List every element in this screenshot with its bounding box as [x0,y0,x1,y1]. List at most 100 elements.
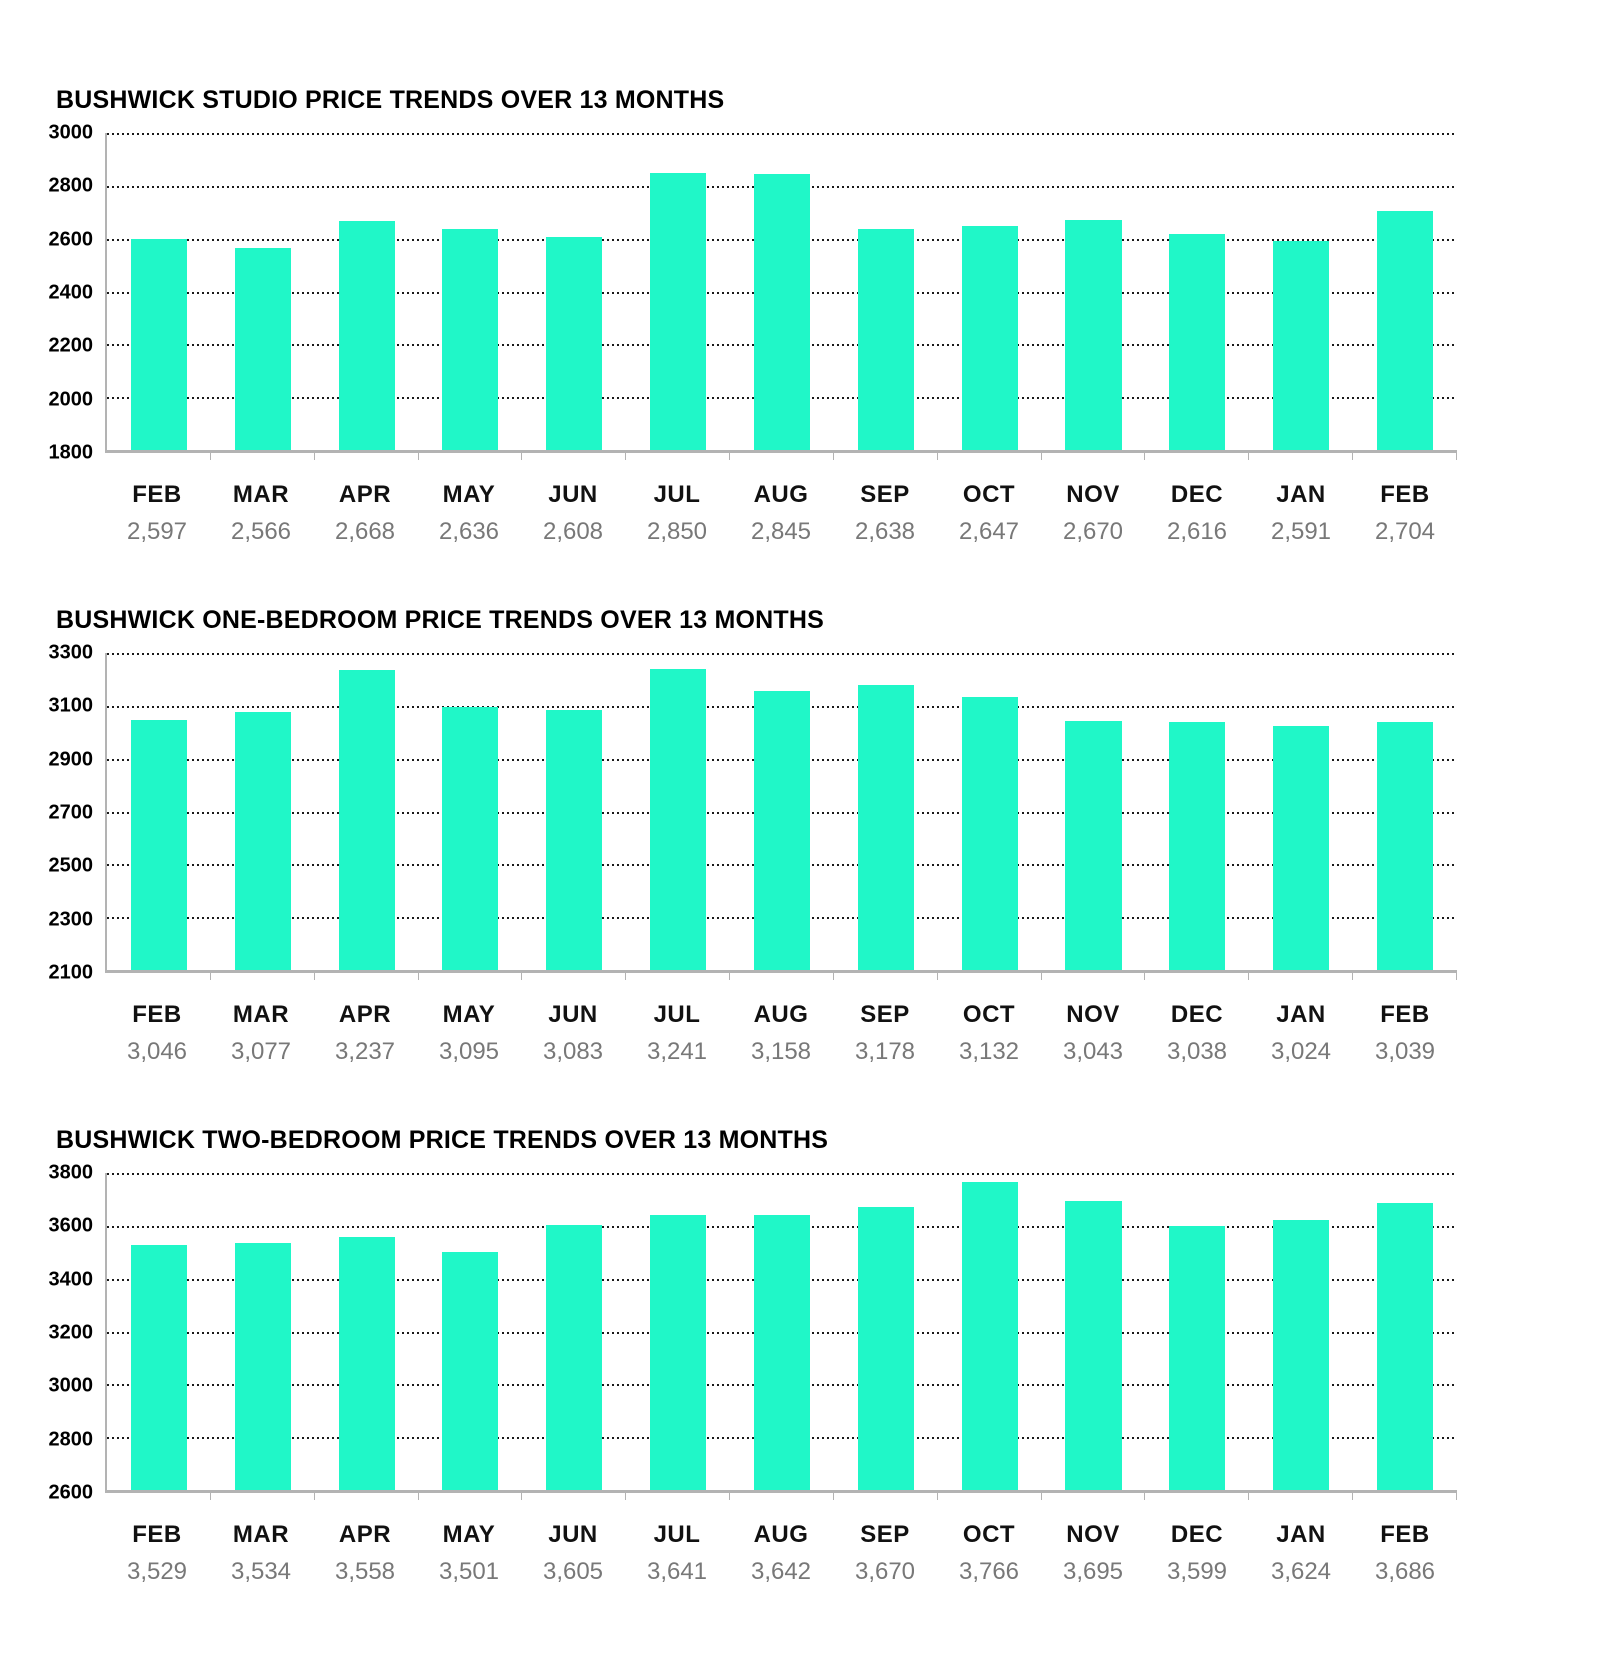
month-label: SEP [860,1521,910,1548]
month-label: AUG [753,1521,809,1548]
axis-tick [1145,453,1250,460]
x-axis-ticks [107,973,1457,980]
month-label: OCT [962,1001,1016,1028]
x-label-cell: FEB 3,039 [1353,1001,1457,1066]
month-label: SEP [860,1001,910,1028]
bar [1169,722,1226,970]
x-label-cell: JUN 3,083 [521,1001,625,1066]
month-label: FEB [1380,481,1430,508]
month-label: FEB [132,1001,182,1028]
x-label-cell: FEB 3,529 [105,1521,209,1586]
bar-slot [1145,1173,1249,1490]
axis-tick [1249,1493,1354,1500]
value-label: 2,638 [854,518,916,545]
bar [546,710,603,970]
x-axis-ticks [107,1493,1457,1500]
bar [857,685,914,970]
value-label: 2,566 [230,518,292,545]
bar-slot [211,653,315,970]
x-label-cell: SEP 2,638 [833,481,937,546]
value-label: 3,158 [750,1038,812,1065]
axis-tick [1353,453,1457,460]
bars-layer [107,133,1457,450]
x-label-cell: JAN 3,024 [1249,1001,1353,1066]
value-label: 3,686 [1374,1558,1436,1585]
bar [442,1252,499,1490]
value-label: 3,670 [854,1558,916,1585]
x-label-cell: FEB 2,597 [105,481,209,546]
value-label: 3,695 [1062,1558,1124,1585]
axis-tick [834,453,938,460]
x-label-cell: JUN 2,608 [521,481,625,546]
axis-tick [1042,1493,1146,1500]
axis-tick [1145,973,1250,980]
y-tick-label: 3800 [48,1161,94,1184]
month-label: JUL [653,481,701,508]
value-label: 3,534 [230,1558,292,1585]
bar-slot [1042,1173,1146,1490]
bar [234,711,291,970]
bar [961,226,1018,450]
bar-slot [626,653,730,970]
y-tick-label: 2000 [48,388,94,411]
bar-slot [1249,653,1353,970]
chart-title: BUSHWICK ONE-BEDROOM PRICE TRENDS OVER 1… [56,606,824,634]
bar [546,236,603,450]
bar-slot [211,133,315,450]
axis-tick [1042,973,1146,980]
x-label-cell: MAR 2,566 [209,481,313,546]
month-label: SEP [860,481,910,508]
value-label: 3,605 [542,1558,604,1585]
month-label: JUL [653,1521,701,1548]
x-label-cell: APR 2,668 [313,481,417,546]
x-label-cell: JUL 3,241 [625,1001,729,1066]
axis-tick [419,973,523,980]
bar-slot [938,653,1042,970]
plot-row: 1800 2000 2200 2400 2600 2800 3000 [48,122,1457,464]
y-tick-label: 2800 [48,1428,94,1451]
bar [1065,720,1122,970]
value-label: 3,095 [438,1038,500,1065]
month-label: JUN [548,1001,598,1028]
value-label: 2,647 [958,518,1020,545]
x-label-cell: AUG 3,642 [729,1521,833,1586]
bars-layer [107,653,1457,970]
x-label-cell: DEC 3,038 [1145,1001,1249,1066]
x-label-cell: AUG 2,845 [729,481,833,546]
axis-tick [107,453,211,460]
gridline [107,133,1457,135]
value-label: 3,501 [438,1558,500,1585]
x-label-cell: JAN 2,591 [1249,481,1353,546]
bar-slot [834,133,938,450]
plot-area [105,1173,1457,1500]
bar [1377,1203,1434,1490]
bar-slot [1353,133,1457,450]
bar-slot [730,653,834,970]
bar [130,239,187,450]
bar [234,247,291,450]
bar-slot [1145,133,1249,450]
x-label-cell: OCT 3,132 [937,1001,1041,1066]
bar-slot [1353,653,1457,970]
y-tick-label: 2900 [48,748,94,771]
month-label: FEB [132,1521,182,1548]
bar [130,720,187,970]
month-label: FEB [1380,1521,1430,1548]
bar-slot [211,1173,315,1490]
chart-section: BUSHWICK STUDIO PRICE TRENDS OVER 13 MON… [0,86,1600,546]
x-label-cell: AUG 3,158 [729,1001,833,1066]
bar-slot [938,133,1042,450]
axis-tick [938,453,1042,460]
axis-tick [419,453,523,460]
value-label: 3,241 [646,1038,708,1065]
bar [650,172,707,450]
y-tick-label: 2600 [48,1481,94,1504]
bar-slot [107,133,211,450]
x-label-cell: FEB 3,686 [1353,1521,1457,1586]
bar-slot [626,133,730,450]
value-label: 2,670 [1062,518,1124,545]
y-axis-labels: 2600 2800 3000 3200 3400 3600 3800 [48,1162,105,1504]
bar [338,220,395,450]
x-label-cell: JUL 3,641 [625,1521,729,1586]
value-label: 3,766 [958,1558,1020,1585]
